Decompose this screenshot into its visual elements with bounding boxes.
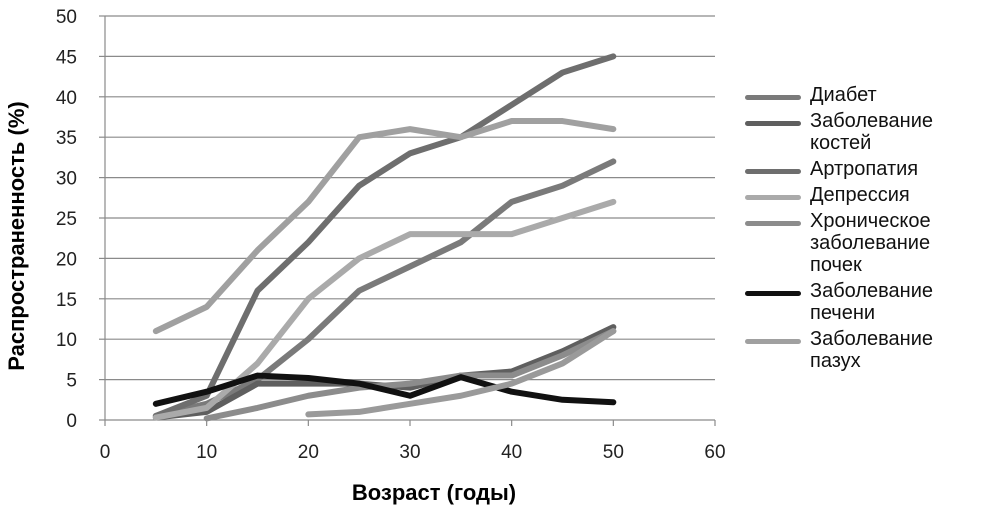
legend-swatch [745,221,801,226]
y-tick-label: 40 [56,88,77,109]
x-tick-label: 20 [298,442,319,463]
series-line-6 [152,372,617,407]
x-tick-label: 40 [501,442,522,463]
legend-item: Депрессия [745,184,977,206]
series-line-7 [152,118,617,335]
legend-swatch [745,195,801,200]
x-tick-labels: 0 10 20 30 40 50 60 [100,442,726,463]
legend-label: Артропатия [810,158,919,180]
series-line-5 [203,328,617,422]
y-tick-label: 0 [66,411,77,432]
x-tick-label: 10 [196,442,217,463]
legend-item: Артропатия [745,158,977,180]
y-tick-label: 15 [56,290,77,311]
legend-item: Хроническое заболевание почек [745,210,977,276]
legend-swatch [745,95,801,100]
legend-swatch [745,121,801,126]
legend-label: Заболевание пазух [810,328,933,372]
y-tick-label: 10 [56,330,77,351]
y-tick-label: 35 [56,128,77,149]
legend-label: Депрессия [810,184,910,206]
legend: Диабет Заболевание костей Артропатия Депрес… [745,84,977,376]
y-tick-labels: 0 5 10 15 20 25 30 35 40 45 50 [56,7,77,432]
y-axis-label: Распространенность (%) [4,101,29,371]
x-tick-label: 30 [399,442,420,463]
legend-label: Заболевание печени [810,280,933,324]
y-tick-label: 20 [56,249,77,270]
y-tick-label: 5 [66,371,77,392]
series-line-1 [152,158,617,419]
y-tick-label: 50 [56,7,77,28]
legend-label: Хроническое заболевание почек [810,210,931,276]
legend-item: Заболевание печени [745,280,977,324]
grid-lines [105,15,715,381]
series-line-8 [305,328,617,418]
series-line-3 [152,53,617,419]
legend-label: Диабет [810,84,877,106]
legend-swatch [745,169,801,174]
x-tick-label: 50 [603,442,624,463]
y-tick-label: 45 [56,47,77,68]
x-axis-label: Возраст (годы) [352,480,516,505]
legend-item: Диабет [745,84,977,106]
legend-label: Заболевание костей [810,110,933,154]
axes [99,15,716,426]
y-tick-label: 25 [56,209,77,230]
y-tick-label: 30 [56,169,77,190]
x-tick-label: 60 [704,442,725,463]
legend-item: Заболевание костей [745,110,977,154]
legend-swatch [745,339,801,344]
legend-swatch [745,291,801,296]
legend-item: Заболевание пазух [745,328,977,372]
series-lines [152,53,617,422]
x-tick-label: 0 [100,442,111,463]
